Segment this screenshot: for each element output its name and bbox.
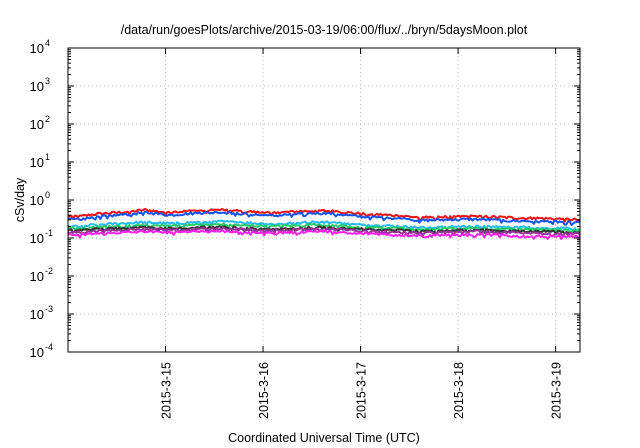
y-tick-base: 10 bbox=[30, 307, 44, 322]
y-tick-label: 10 bbox=[30, 231, 44, 246]
y-tick-base: 10 bbox=[30, 231, 44, 246]
y-tick-base: 10 bbox=[30, 345, 44, 360]
y-tick-exponent: -4 bbox=[45, 342, 53, 352]
y-tick-label: 10 bbox=[30, 307, 44, 322]
x-tick-label: 2015-3-16 bbox=[257, 362, 271, 419]
series-line-2 bbox=[67, 210, 581, 226]
x-axis-label: Coordinated Universal Time (UTC) bbox=[228, 431, 420, 445]
y-tick-base: 10 bbox=[30, 155, 44, 170]
grid bbox=[68, 48, 580, 352]
series-line-1 bbox=[67, 207, 581, 223]
y-tick-label: 10 bbox=[30, 193, 44, 208]
y-tick-base: 10 bbox=[30, 79, 44, 94]
y-tick-exponent: -2 bbox=[45, 266, 53, 276]
y-tick-label: 10 bbox=[30, 155, 44, 170]
y-axis-label: cSv/day bbox=[13, 177, 27, 222]
y-tick-base: 10 bbox=[30, 193, 44, 208]
x-tick-label: 2015-3-17 bbox=[355, 362, 369, 419]
series-line-3 bbox=[67, 219, 581, 233]
y-tick-label: 10 bbox=[30, 117, 44, 132]
y-tick-label: 10 bbox=[30, 345, 44, 360]
y-tick-label: 10 bbox=[30, 269, 44, 284]
chart-title: /data/run/goesPlots/archive/2015-03-19/0… bbox=[121, 23, 528, 37]
x-tick-label: 2015-3-18 bbox=[452, 362, 466, 419]
y-tick-base: 10 bbox=[30, 41, 44, 56]
y-tick-label: 10 bbox=[30, 79, 44, 94]
x-tick-label: 2015-3-19 bbox=[550, 362, 564, 419]
series-layer bbox=[67, 207, 581, 240]
y-tick-exponent: 0 bbox=[45, 190, 50, 200]
y-tick-exponent: -1 bbox=[45, 228, 53, 238]
y-tick-exponent: 2 bbox=[45, 114, 50, 124]
y-tick-base: 10 bbox=[30, 269, 44, 284]
series-line-7 bbox=[67, 229, 581, 240]
x-ticks: 2015-3-15 2015-3-16 2015-3-17 2015-3-18 2015… bbox=[160, 48, 564, 419]
series-line-5 bbox=[67, 225, 581, 236]
y-tick-exponent: 4 bbox=[45, 38, 50, 48]
y-tick-base: 10 bbox=[30, 117, 44, 132]
y-tick-exponent: 1 bbox=[45, 152, 50, 162]
y-tick-label: 10 bbox=[30, 41, 44, 56]
x-tick-label: 2015-3-15 bbox=[160, 362, 174, 419]
y-tick-exponent: -3 bbox=[45, 304, 53, 314]
y-tick-exponent: 3 bbox=[45, 76, 50, 86]
